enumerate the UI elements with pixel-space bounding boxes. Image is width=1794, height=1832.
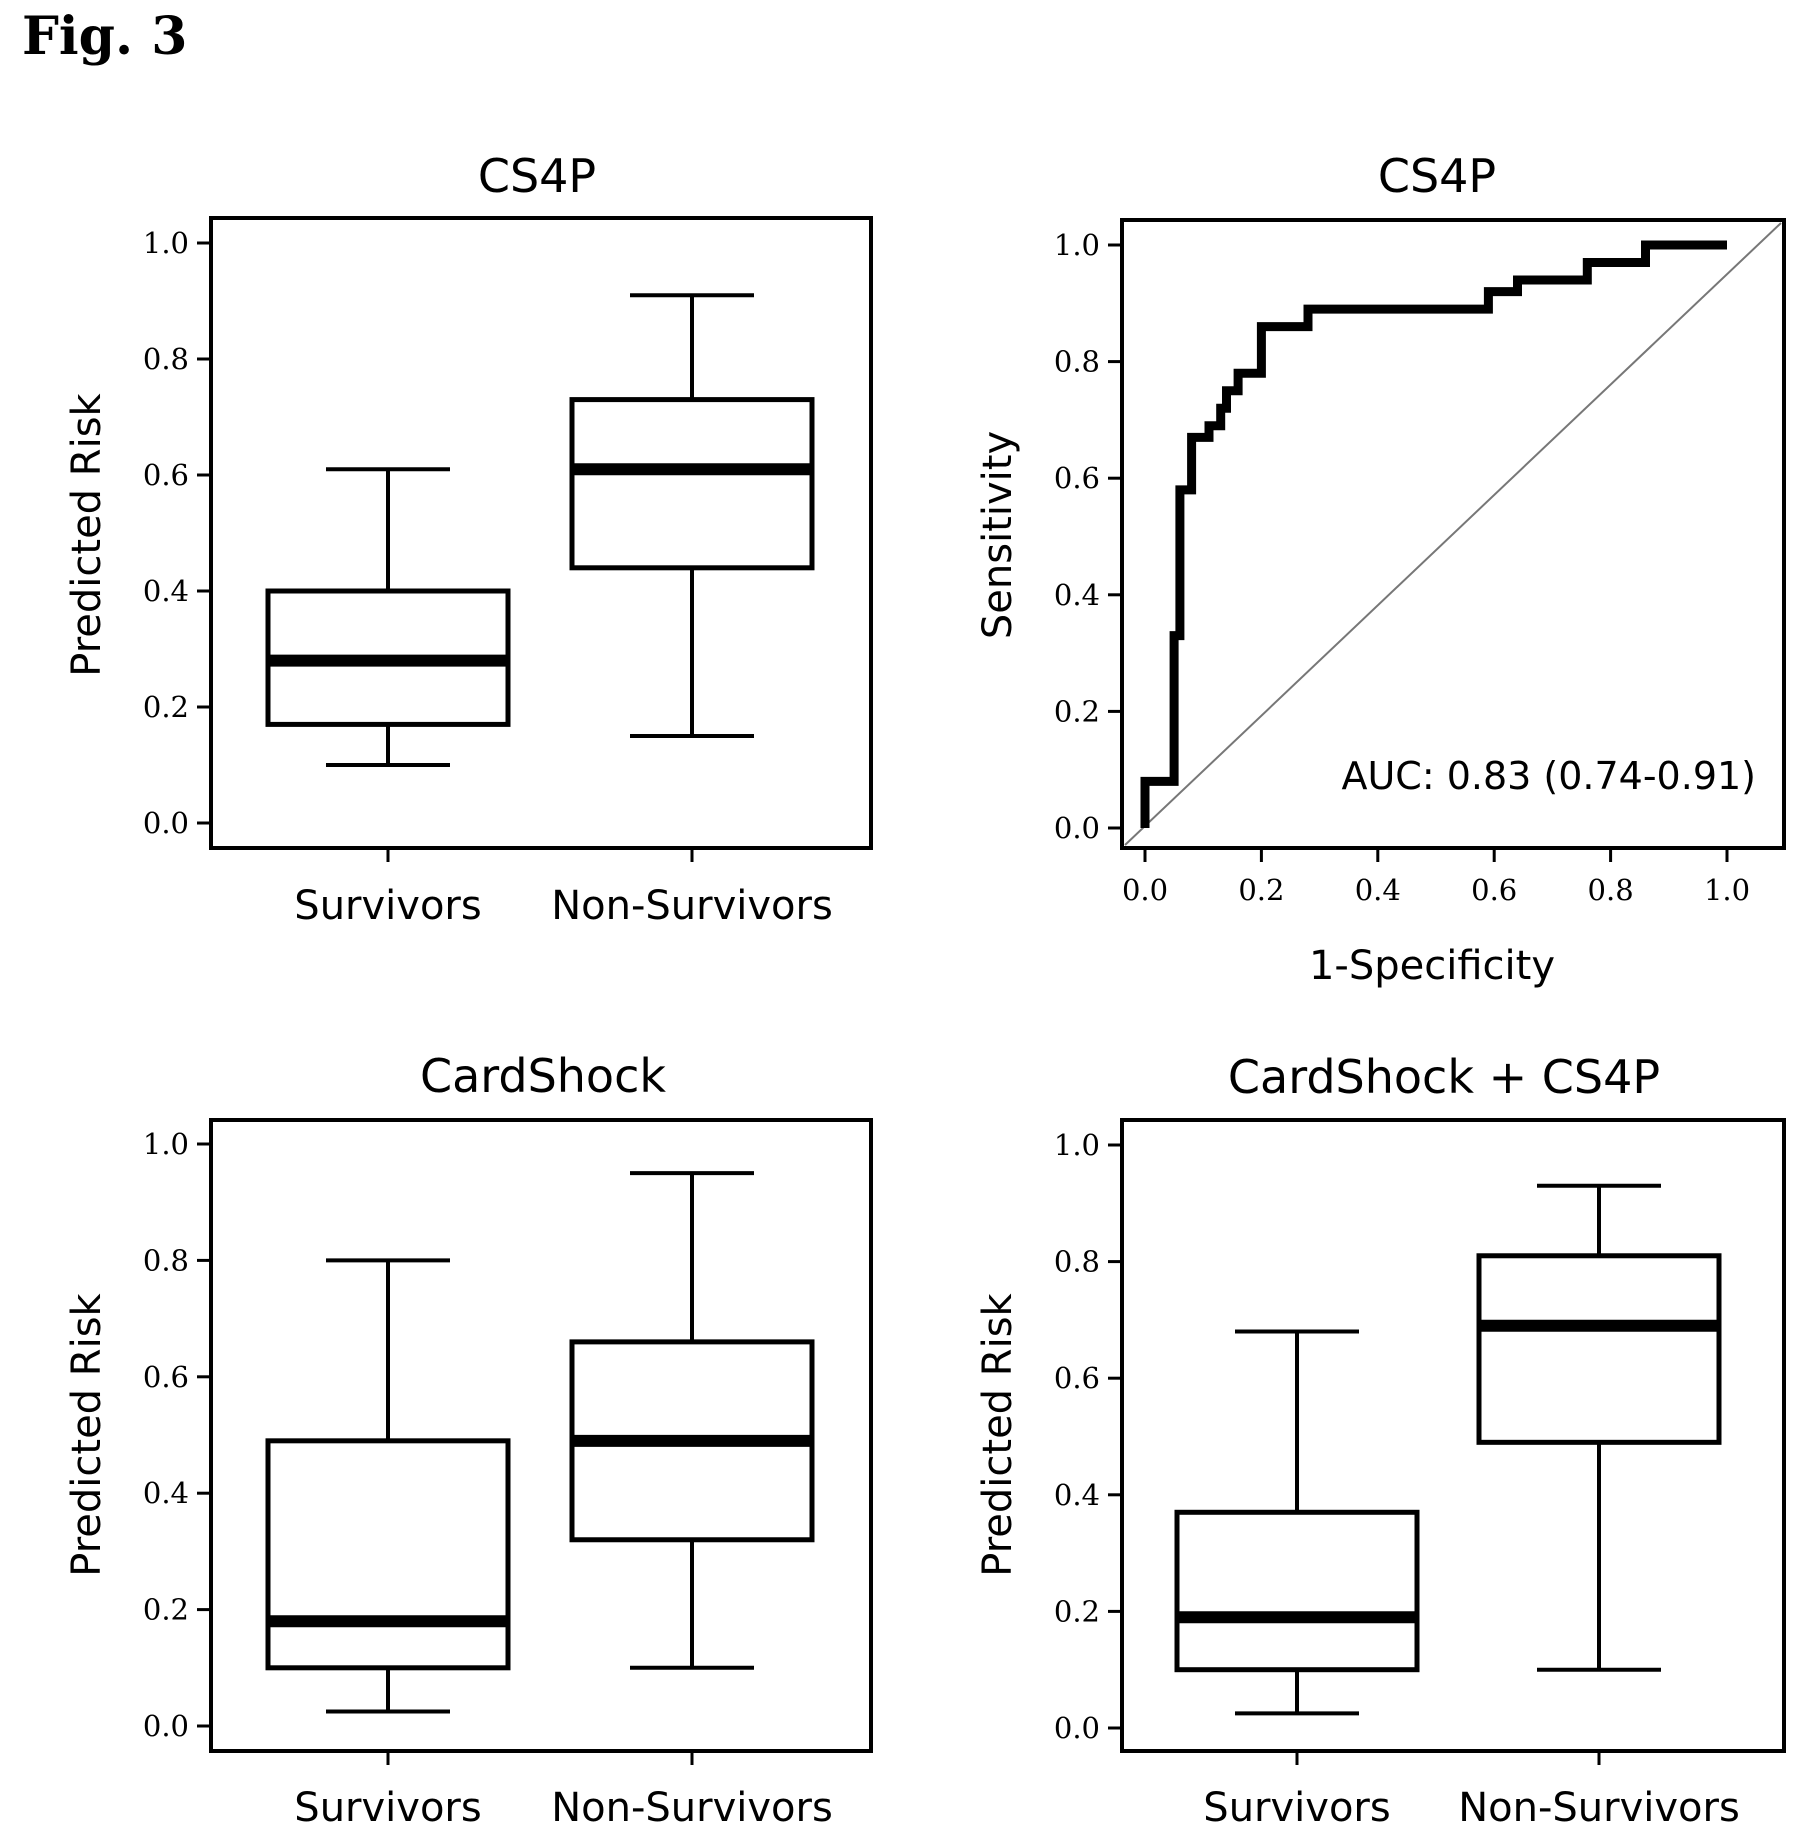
panel-3-title: CardShock xyxy=(420,1049,666,1103)
panel-1-y-tick-label: 1.0 xyxy=(143,226,189,260)
panel-2-y-axis-label: Sensitivity xyxy=(975,431,1021,639)
panel-3-y-tick-label: 1.0 xyxy=(143,1127,189,1161)
panel-1-category-label: Survivors xyxy=(294,883,481,929)
panel-2-y-tick-label: 0.8 xyxy=(1054,345,1100,379)
panel-4-title: CardShock + CS4P xyxy=(1228,1050,1660,1104)
panel-4-box xyxy=(1476,1253,1722,1445)
panel-1-y-tick-label: 0.6 xyxy=(143,458,189,492)
figure-label: Fig. 3 xyxy=(22,6,188,67)
panel-2-x-tick-label: 0.8 xyxy=(1588,873,1634,907)
panel-4-y-tick-label: 0.2 xyxy=(1054,1594,1100,1628)
panel-3-y-tick-label: 0.6 xyxy=(143,1360,189,1394)
panel-3-box xyxy=(265,1438,511,1671)
panel-3-y-tick-label: 0.4 xyxy=(143,1476,189,1510)
panel-3-y-tick-label: 0.8 xyxy=(143,1243,189,1277)
panel-4-category-label: Non-Survivors xyxy=(1458,1785,1740,1831)
panel-1-frame xyxy=(209,216,873,850)
panel-1-y-axis-label: Predicted Risk xyxy=(64,392,110,676)
panel-3-y-tick-label: 0.0 xyxy=(143,1709,189,1743)
panel-4-y-axis-label: Predicted Risk xyxy=(975,1292,1021,1576)
panel-1-category-label: Non-Survivors xyxy=(551,883,833,929)
panel-2-auc-annotation: AUC: 0.83 (0.74-0.91) xyxy=(1342,754,1757,798)
panel-4-y-tick-label: 0.8 xyxy=(1054,1245,1100,1279)
panel-2-x-tick-label: 0.2 xyxy=(1238,873,1284,907)
panel-2-y-tick-label: 1.0 xyxy=(1054,228,1100,262)
panel-3-category-label: Survivors xyxy=(294,1785,481,1831)
panel-3-y-tick-label: 0.2 xyxy=(143,1593,189,1627)
panel-1-y-tick-label: 0.2 xyxy=(143,690,189,724)
panel-4-y-tick-label: 1.0 xyxy=(1054,1128,1100,1162)
panel-2-y-tick-label: 0.6 xyxy=(1054,461,1100,495)
panel-2-y-tick-label: 0.4 xyxy=(1054,578,1100,612)
panel-1-y-tick-label: 0.8 xyxy=(143,342,189,376)
panel-2-x-tick-label: 0.6 xyxy=(1471,873,1517,907)
panel-2-frame xyxy=(1120,218,1786,850)
panel-4-box xyxy=(1174,1509,1420,1673)
panel-3-y-axis-label: Predicted Risk xyxy=(64,1292,110,1576)
panel-2-x-axis-label: 1-Specificity xyxy=(1309,943,1555,989)
panel-2-title: CS4P xyxy=(1378,149,1496,203)
panel-2-x-tick-label: 1.0 xyxy=(1704,873,1750,907)
panel-2-roc-curve xyxy=(1140,240,1727,828)
panel-4-y-tick-label: 0.6 xyxy=(1054,1361,1100,1395)
panel-2-chance-diagonal xyxy=(1124,222,1782,846)
panel-3-frame xyxy=(209,1118,873,1753)
panel-2-x-tick-label: 0.4 xyxy=(1355,873,1401,907)
panel-2-y-tick-label: 0.2 xyxy=(1054,694,1100,728)
panel-4-y-tick-label: 0.4 xyxy=(1054,1478,1100,1512)
panel-3-category-label: Non-Survivors xyxy=(551,1785,833,1831)
panel-1-y-tick-label: 0.0 xyxy=(143,806,189,840)
panel-4-category-label: Survivors xyxy=(1203,1785,1390,1831)
panel-2-y-tick-label: 0.0 xyxy=(1054,811,1100,845)
panel-1-title: CS4P xyxy=(478,149,596,203)
panel-4-y-tick-label: 0.0 xyxy=(1054,1711,1100,1745)
panel-2-x-tick-label: 0.0 xyxy=(1122,873,1168,907)
panel-1-box xyxy=(569,397,815,571)
panel-4-frame xyxy=(1120,1118,1786,1753)
panel-1-y-tick-label: 0.4 xyxy=(143,574,189,608)
